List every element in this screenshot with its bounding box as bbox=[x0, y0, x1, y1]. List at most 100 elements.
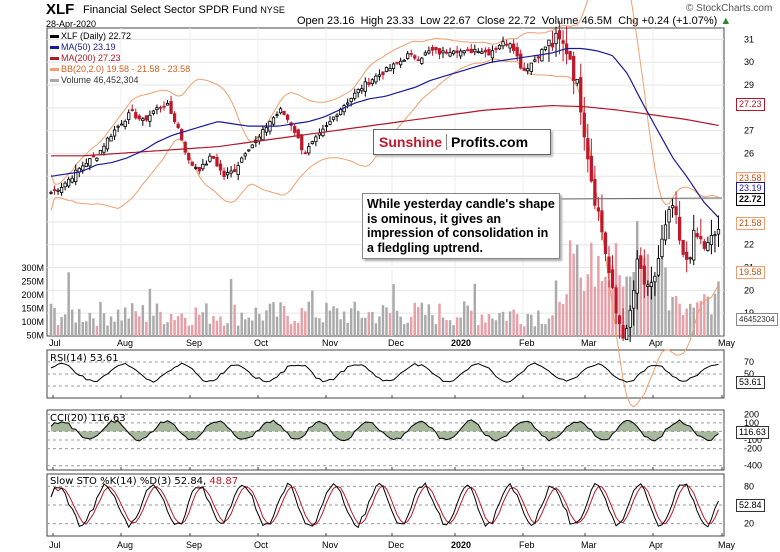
volume-bar bbox=[357, 310, 360, 336]
indicator-tick-label: 200 bbox=[744, 409, 759, 419]
candle-body bbox=[547, 39, 551, 47]
volume-bar bbox=[321, 322, 325, 336]
volume-bar bbox=[364, 317, 367, 336]
volume-bar bbox=[109, 316, 113, 336]
candle-body bbox=[487, 49, 491, 56]
candle-body bbox=[653, 275, 657, 283]
candle-body bbox=[444, 51, 449, 54]
volume-bar bbox=[92, 318, 95, 336]
candle-body bbox=[250, 144, 254, 149]
month-label-bottom: Nov bbox=[322, 540, 339, 550]
volume-bar bbox=[392, 284, 395, 336]
candle-body bbox=[88, 158, 92, 167]
candle-body bbox=[137, 115, 141, 120]
volume-bar bbox=[353, 301, 356, 336]
volume-bar bbox=[134, 311, 137, 336]
volume-bar bbox=[268, 303, 272, 336]
volume-bar bbox=[406, 322, 409, 336]
candle-body bbox=[169, 101, 173, 114]
candle-body bbox=[614, 287, 618, 314]
candle-body bbox=[187, 152, 191, 161]
volume-bar bbox=[141, 305, 145, 336]
volume-bar bbox=[611, 265, 614, 336]
volume-bar bbox=[540, 323, 544, 336]
volume-tick-label: 250M bbox=[21, 277, 44, 287]
volume-bar bbox=[473, 283, 477, 336]
volume-bar bbox=[282, 305, 286, 336]
volume-bar bbox=[710, 314, 713, 336]
candle-body bbox=[649, 282, 654, 287]
volume-bar bbox=[342, 311, 346, 336]
volume-bar bbox=[597, 255, 600, 336]
volume-bar bbox=[671, 296, 674, 336]
candle-body bbox=[420, 57, 424, 64]
candle-body bbox=[713, 234, 717, 237]
candle-body bbox=[391, 63, 396, 70]
volume-bar bbox=[554, 280, 558, 336]
candle-body bbox=[208, 155, 212, 162]
month-label: Nov bbox=[322, 338, 339, 348]
volume-bar bbox=[226, 323, 229, 336]
candle-body bbox=[406, 53, 410, 59]
volume-bar bbox=[162, 324, 166, 336]
candle-body bbox=[702, 241, 706, 249]
volume-bar bbox=[498, 313, 501, 336]
volume-bar bbox=[565, 294, 568, 336]
volume-tick-label: 300M bbox=[21, 263, 44, 273]
candle-body bbox=[296, 129, 300, 139]
month-label: Sep bbox=[186, 338, 202, 348]
volume-bar bbox=[74, 322, 77, 336]
volume-bar bbox=[402, 324, 406, 336]
candle-body bbox=[610, 269, 615, 288]
candle-body bbox=[388, 68, 392, 72]
candle-body bbox=[335, 114, 339, 117]
candle-body bbox=[621, 325, 625, 339]
candle-body bbox=[459, 50, 463, 57]
volume-bar bbox=[254, 307, 258, 336]
indicator-line bbox=[50, 362, 719, 383]
price-tick-label: 27 bbox=[744, 126, 754, 136]
month-label-bottom: Oct bbox=[254, 540, 269, 550]
legend-bb: BB(20,2.0) 19.58 - 21.58 - 23.58 bbox=[50, 64, 190, 74]
volume-bar bbox=[212, 316, 215, 336]
candle-body bbox=[119, 123, 124, 126]
candle-body bbox=[494, 48, 498, 50]
month-label-bottom: Feb bbox=[519, 540, 535, 550]
volume-bar bbox=[501, 311, 505, 336]
volume-tick-label: 200M bbox=[21, 290, 44, 300]
candle-body bbox=[162, 105, 166, 108]
volume-tick-label: 100M bbox=[21, 317, 44, 327]
candle-body bbox=[176, 123, 180, 128]
volume-bar bbox=[544, 324, 547, 336]
volume-bar bbox=[152, 315, 155, 336]
volume-bar bbox=[113, 321, 116, 336]
candle-body bbox=[247, 149, 251, 152]
volume-bar bbox=[431, 315, 434, 336]
candle-body bbox=[642, 265, 646, 285]
candle-body bbox=[398, 60, 403, 66]
volume-bar bbox=[102, 313, 106, 336]
volume-bar bbox=[60, 316, 63, 336]
volume-bar bbox=[459, 317, 462, 336]
volume-bar bbox=[88, 312, 92, 336]
candle-body bbox=[632, 290, 636, 309]
candle-body bbox=[229, 170, 233, 174]
volume-bar bbox=[455, 317, 459, 336]
watermark: © StockCharts.com bbox=[686, 3, 773, 14]
cci-fill bbox=[51, 419, 719, 441]
candle-body bbox=[625, 328, 629, 341]
candle-body bbox=[483, 49, 488, 53]
month-label: Jul bbox=[49, 338, 61, 348]
candle-body bbox=[148, 114, 152, 122]
candle-body bbox=[180, 128, 184, 141]
ma200-line bbox=[51, 104, 719, 157]
candle-body bbox=[504, 43, 509, 46]
volume-bar bbox=[339, 319, 342, 336]
sto-value: 52.84 bbox=[736, 499, 765, 512]
legend-ma50: MA(50) 23.19 bbox=[50, 42, 116, 52]
candle-body bbox=[413, 55, 417, 59]
label-volume: 46452304 bbox=[736, 313, 778, 326]
candle-body bbox=[363, 81, 367, 92]
candle-body bbox=[572, 55, 576, 81]
volume-bar bbox=[78, 309, 81, 336]
